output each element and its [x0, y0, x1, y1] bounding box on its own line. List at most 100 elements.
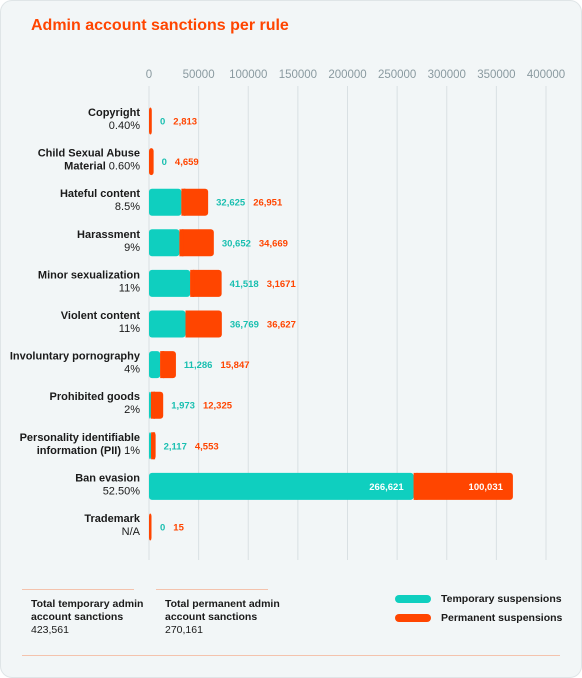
- x-tick-label: 200000: [328, 69, 366, 81]
- bar-label-permanent: 4,553: [195, 441, 219, 452]
- category-percent: 0.60%: [106, 161, 140, 173]
- category-percent: 4%: [124, 364, 140, 376]
- x-tick-label: 150000: [279, 69, 317, 81]
- chart-title: Admin account sanctions per rule: [31, 17, 289, 34]
- bar-label-temporary: 36,769: [230, 320, 259, 331]
- category-label: Prohibited goods: [50, 391, 140, 403]
- bar-permanent-join: [150, 391, 155, 419]
- bar-permanent-join: [179, 229, 184, 257]
- bar-label-permanent: 12,325: [203, 401, 233, 412]
- category-label-line2: Material 0.60%: [64, 161, 140, 173]
- total-temporary: Total temporary admin account sanctions …: [31, 598, 143, 637]
- bar-permanent: [181, 188, 209, 216]
- bottom-divider: [22, 655, 560, 656]
- bar-label-permanent: 4,659: [175, 157, 199, 168]
- bar-permanent: [149, 148, 154, 176]
- bar-label-temporary: 0: [162, 157, 167, 168]
- bar-label-temporary: 0: [160, 523, 165, 534]
- bar-temporary: [149, 391, 151, 419]
- bar-label-permanent: 2,813: [173, 117, 197, 128]
- category-label: Minor sexualization: [38, 269, 140, 281]
- x-tick-label: 0: [146, 69, 152, 81]
- bar-temporary: [149, 188, 182, 216]
- category-label-line2-name: information (PII): [37, 445, 122, 457]
- bar-permanent-join: [160, 351, 165, 379]
- total-permanent: Total permanent admin account sanctions …: [165, 598, 280, 637]
- category-label: Copyright: [88, 107, 140, 119]
- x-tick-label: 100000: [229, 69, 267, 81]
- bar-permanent: [179, 229, 214, 257]
- legend-temporary-label: Temporary suspensions: [441, 593, 562, 605]
- category-label: Hateful content: [60, 188, 140, 200]
- category-percent: 2%: [124, 404, 140, 416]
- bar-label-temporary: 1,973: [171, 401, 195, 412]
- category-percent: 8.5%: [115, 201, 140, 213]
- bar-temporary: [149, 310, 186, 338]
- x-tick-label: 300000: [428, 69, 466, 81]
- bar-permanent: [149, 513, 152, 541]
- bar-label-permanent: 3,1671: [267, 279, 297, 290]
- total-permanent-divider: [156, 589, 268, 590]
- bar-permanent-join: [185, 310, 190, 338]
- category-label: Ban evasion: [75, 472, 140, 484]
- bar-label-permanent: 15,847: [220, 360, 249, 371]
- chart-svg: 0 50000 100000 150000 200000 250000 300000 3500…: [10, 69, 565, 560]
- bar-label-temporary: 0: [160, 117, 165, 128]
- category-percent: 1%: [121, 445, 140, 457]
- x-tick-label: 250000: [378, 69, 416, 81]
- total-temporary-divider: [22, 589, 134, 590]
- legend-permanent-swatch: [395, 614, 431, 622]
- bar-permanent: [413, 472, 513, 500]
- bar-permanent: [190, 269, 222, 297]
- bar-permanent-join: [190, 269, 195, 297]
- total-permanent-value: 270,161: [165, 624, 203, 636]
- bar-permanent: [185, 310, 222, 338]
- total-temporary-value: 423,561: [31, 624, 69, 636]
- bar-temporary: [149, 432, 152, 460]
- category-label-line2-name: Material: [64, 161, 106, 173]
- category-percent: 0.40%: [109, 120, 140, 132]
- x-tick-label: 50000: [183, 69, 215, 81]
- bar-temporary: [149, 351, 161, 379]
- bar-label-permanent: 36,627: [267, 320, 296, 331]
- bar-label-temporary: 32,625: [216, 198, 246, 209]
- legend-temporary-swatch: [395, 595, 431, 603]
- bar-permanent-join: [151, 432, 156, 460]
- legend-permanent: Permanent suspensions: [395, 612, 562, 624]
- bar-label-temporary: 2,117: [164, 441, 187, 452]
- category-label: Harassment: [77, 229, 140, 241]
- category-percent: N/A: [122, 526, 141, 538]
- total-permanent-label-2: account sanctions: [165, 611, 258, 623]
- bar-temporary: [149, 472, 414, 500]
- bar-label-permanent: 34,669: [259, 238, 288, 249]
- category-percent: 11%: [119, 323, 140, 335]
- category-percent: 9%: [124, 242, 140, 254]
- bar-label-temporary: 41,518: [230, 279, 259, 290]
- category-percent: 52.50%: [103, 485, 141, 497]
- category-label-line2: information (PII) 1%: [37, 445, 141, 457]
- category-label: Trademark: [84, 513, 141, 525]
- x-tick-label: 350000: [477, 69, 515, 81]
- category-label: Personality identifiable: [20, 432, 140, 444]
- bar-permanent: [149, 107, 152, 135]
- bar-temporary: [149, 269, 191, 297]
- bar-label-temporary: 266,621: [369, 482, 404, 493]
- bar-label-temporary: 30,652: [222, 238, 251, 249]
- legend-temporary: Temporary suspensions: [395, 593, 562, 605]
- total-temporary-label-2: account sanctions: [31, 611, 124, 623]
- category-label: Child Sexual Abuse: [38, 148, 140, 160]
- bar-permanent-join: [181, 188, 186, 216]
- bar-label-permanent: 15: [173, 523, 184, 534]
- bar-label-temporary: 11,286: [184, 360, 213, 371]
- total-permanent-label-1: Total permanent admin: [165, 598, 280, 610]
- category-percent: 11%: [119, 282, 140, 294]
- bar-temporary: [149, 229, 180, 257]
- legend-permanent-label: Permanent suspensions: [441, 612, 563, 624]
- bar-label-permanent: 100,031: [469, 482, 504, 493]
- category-label: Violent content: [61, 310, 141, 322]
- category-label: Involuntary pornography: [10, 351, 141, 363]
- bar-permanent-join: [413, 472, 418, 500]
- bar-label-permanent: 26,951: [253, 198, 283, 209]
- x-tick-label: 400000: [527, 69, 565, 81]
